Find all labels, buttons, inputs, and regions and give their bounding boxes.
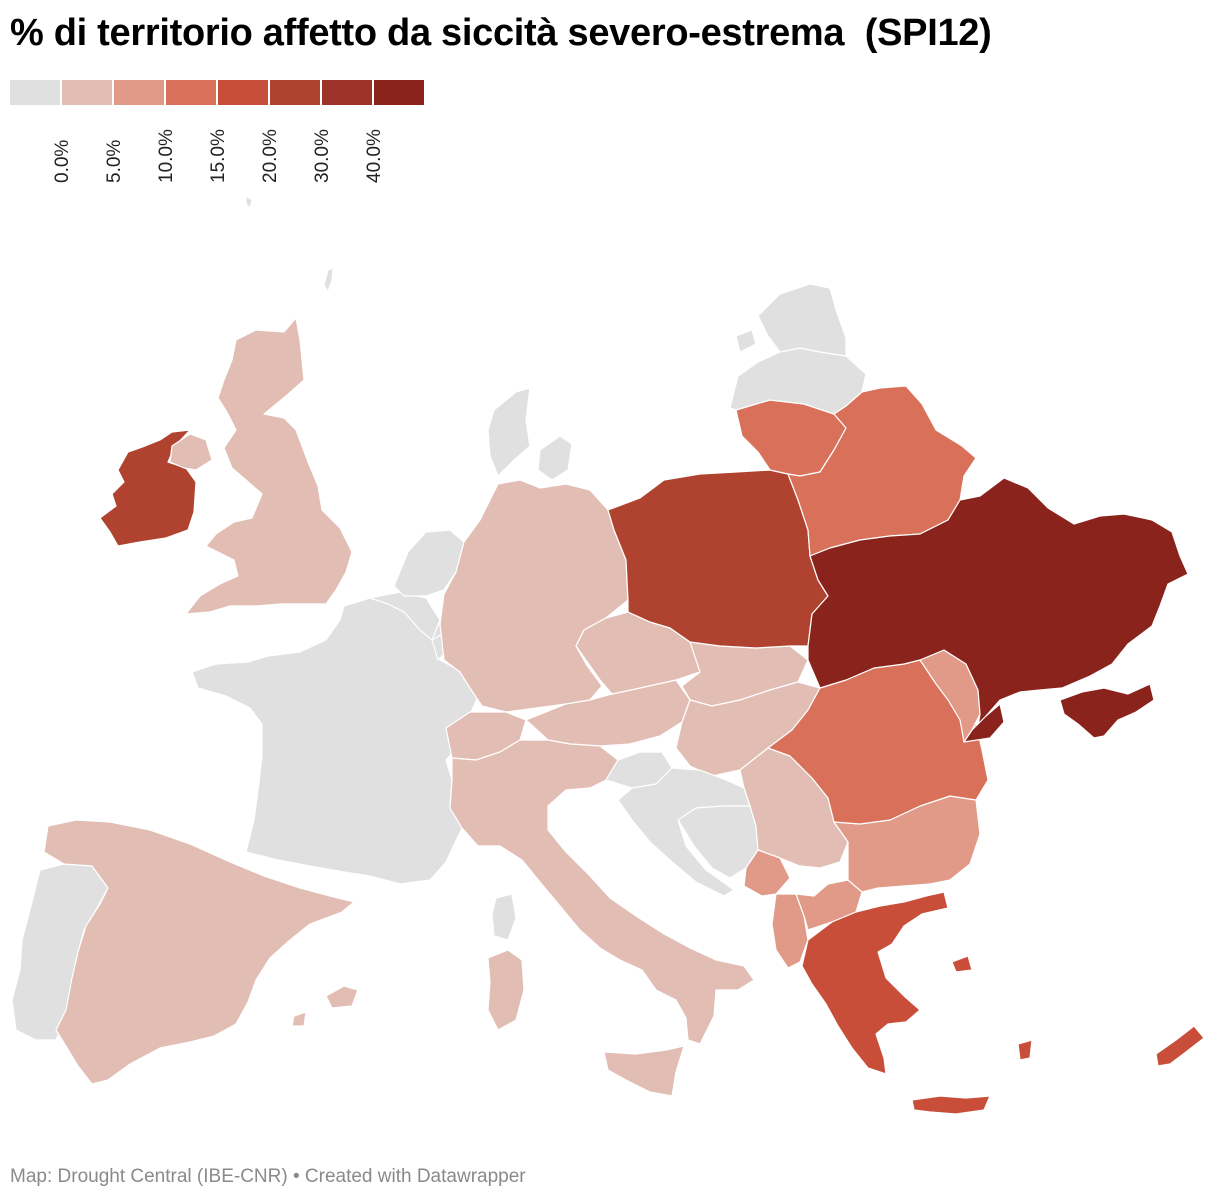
country-corsica[interactable] <box>491 893 517 941</box>
country-greece[interactable] <box>801 891 949 1075</box>
country-north-macedonia[interactable] <box>795 879 863 931</box>
country-balearics-2[interactable] <box>291 1011 307 1027</box>
country-sardinia[interactable] <box>487 949 525 1031</box>
country-cyprus[interactable] <box>1155 1025 1205 1067</box>
legend-label-1: 5.0% <box>104 139 125 183</box>
country-montenegro[interactable] <box>743 849 791 897</box>
legend-label-6: 40.0% <box>364 129 385 183</box>
country-balearics[interactable] <box>325 985 359 1009</box>
legend-bar <box>10 80 430 105</box>
map-title: % di territorio affetto da siccità sever… <box>10 12 992 54</box>
country-ukraine[interactable] <box>807 477 1189 727</box>
country-greek-island-2[interactable] <box>1017 1039 1033 1061</box>
legend-swatch-4 <box>218 80 268 105</box>
legend-labels: 0.0% 5.0% 10.0% 15.0% 20.0% 30.0% 40.0% <box>10 105 430 183</box>
legend-swatch-2 <box>114 80 164 105</box>
legend-swatch-3 <box>166 80 216 105</box>
country-ireland[interactable] <box>99 429 197 547</box>
legend-label-5: 30.0% <box>312 129 333 183</box>
country-crete[interactable] <box>911 1095 991 1115</box>
map-credit: Map: Drought Central (IBE-CNR) • Created… <box>10 1166 526 1187</box>
country-sicily[interactable] <box>603 1045 685 1097</box>
country-estonia[interactable] <box>757 283 847 357</box>
europe-map <box>11 195 1205 1115</box>
legend-swatch-1 <box>62 80 112 105</box>
country-denmark[interactable] <box>487 387 531 477</box>
legend-label-2: 10.0% <box>156 129 177 183</box>
country-zealand[interactable] <box>537 435 573 481</box>
country-saaremaa[interactable] <box>735 329 757 353</box>
country-ukraine-budjak[interactable] <box>963 703 1005 743</box>
legend-label-4: 20.0% <box>260 129 281 183</box>
legend-swatch-5 <box>270 80 320 105</box>
legend-label-3: 15.0% <box>208 129 229 183</box>
legend-swatch-7 <box>374 80 424 105</box>
country-crimea[interactable] <box>1059 683 1155 739</box>
country-great-britain[interactable] <box>185 317 353 615</box>
country-faroe[interactable] <box>323 267 334 293</box>
country-spain[interactable] <box>43 819 355 1085</box>
country-northern-ireland[interactable] <box>169 433 213 471</box>
country-iceland[interactable] <box>245 195 253 209</box>
country-latvia[interactable] <box>729 347 867 415</box>
legend-label-0: 0.0% <box>52 139 73 183</box>
country-greek-island-1[interactable] <box>951 955 973 973</box>
color-legend: 0.0% 5.0% 10.0% 15.0% 20.0% 30.0% 40.0% <box>10 80 430 183</box>
country-germany[interactable] <box>439 479 629 713</box>
legend-swatch-6 <box>322 80 372 105</box>
legend-swatch-0 <box>10 80 60 105</box>
country-croatia[interactable] <box>617 767 751 897</box>
